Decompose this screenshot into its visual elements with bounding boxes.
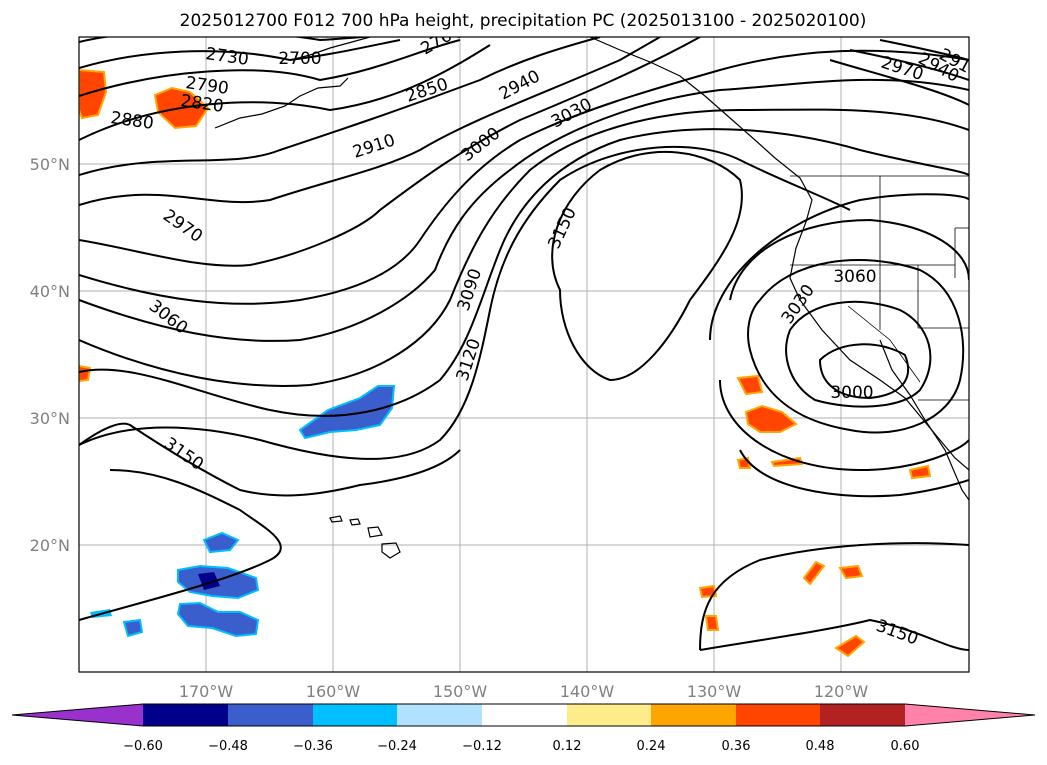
colorbar-segment — [228, 704, 313, 726]
contour-3090-ring-south — [719, 379, 969, 472]
contour-2910 — [79, 37, 601, 176]
precip-patch — [79, 68, 108, 120]
colorbar-tick-label: −0.48 — [208, 739, 248, 754]
contour-2970 — [79, 37, 701, 267]
precip-patch — [704, 615, 720, 631]
contour-3150-west — [79, 422, 461, 497]
lon-tick-label: 170°W — [179, 682, 234, 701]
contour-2940-ne — [849, 49, 969, 81]
colorbar: −0.60 −0.48 −0.36 −0.24 −0.12 0.12 0.24 … — [11, 703, 1036, 754]
figure-title: 2025012700 F012 700 hPa height, precipit… — [180, 11, 867, 31]
colorbar-segment — [482, 704, 567, 726]
colorbar-segment — [567, 704, 651, 726]
colorbar-tick-label: −0.36 — [293, 739, 333, 754]
height-contours — [79, 37, 969, 651]
precip-patch — [736, 374, 764, 396]
lat-tick-labels: 20°N 30°N 40°N 50°N — [30, 155, 70, 555]
contour-3030-low — [747, 259, 965, 434]
lon-tick-label: 150°W — [433, 682, 488, 701]
colorbar-tick-label: −0.24 — [377, 739, 417, 754]
precip-patch — [176, 601, 260, 638]
colorbar-segment — [397, 704, 482, 726]
coastlines — [214, 37, 969, 559]
contour-3150-high — [551, 150, 743, 382]
state-border — [847, 305, 921, 383]
colorbar-segment — [313, 704, 397, 726]
precip-patch — [298, 385, 396, 440]
colorbar-extend-min — [12, 704, 143, 726]
precip-patch — [79, 364, 92, 383]
lat-tick-label: 30°N — [30, 409, 70, 428]
lat-tick-label: 40°N — [30, 282, 70, 301]
colorbar-extend-max — [905, 704, 1035, 726]
contour-3060-ring — [729, 218, 969, 301]
colorbar-segment — [143, 704, 228, 726]
lon-tick-label: 120°W — [814, 682, 869, 701]
colorbar-tick-label: 0.12 — [553, 739, 582, 754]
colorbar-tick-label: 0.24 — [637, 739, 666, 754]
contour-3150-east-a — [699, 542, 969, 651]
lat-tick-label: 20°N — [30, 536, 70, 555]
colorbar-segment — [651, 704, 736, 726]
contour-3000 — [79, 49, 969, 305]
contour-3120-ring — [739, 449, 969, 498]
contour-2820 — [79, 39, 461, 97]
colorbar-outline — [11, 703, 1036, 727]
map-frame — [78, 36, 970, 673]
contour-2850 — [79, 44, 491, 141]
lon-tick-label: 130°W — [687, 682, 742, 701]
contour-2940 — [79, 37, 661, 206]
contour-label: 3000 — [830, 383, 873, 403]
gridlines — [79, 37, 969, 672]
contour-2910-ne — [879, 39, 969, 61]
contour-3090 — [79, 128, 969, 417]
baja-gulf-coast — [879, 339, 969, 501]
contour-2760 — [79, 39, 401, 69]
lon-tick-labels: 170°W 160°W 150°W 140°W 130°W 120°W — [179, 682, 869, 701]
precip-patch — [744, 404, 798, 433]
contour-3030 — [79, 78, 969, 342]
alaska-peninsula-coast — [214, 77, 349, 129]
contour-3090-ring — [709, 193, 969, 341]
contour-label: 3060 — [833, 267, 876, 287]
colorbar-segment — [736, 704, 820, 726]
contour-3000-low — [785, 300, 932, 408]
contour-3060 — [79, 108, 969, 387]
precip-patch — [122, 618, 144, 638]
precip-patch — [834, 634, 866, 658]
north-america-west-coast — [589, 37, 969, 471]
contour-3120 — [79, 145, 851, 460]
precip-patch — [202, 531, 240, 554]
contour-3150-south — [79, 469, 282, 621]
alaska-coast — [289, 37, 371, 61]
colorbar-tick-label: −0.12 — [462, 739, 502, 754]
precip-patch — [698, 584, 718, 599]
contour-3150-east-b — [699, 618, 969, 651]
precip-patch — [838, 564, 864, 580]
hawaii-islands — [329, 515, 401, 559]
lat-tick-label: 50°N — [30, 155, 70, 174]
contour-2970-ne — [829, 59, 969, 106]
colorbar-segment — [820, 704, 905, 726]
contour-2730 — [79, 37, 460, 43]
precip-patch — [908, 464, 932, 480]
lon-tick-label: 160°W — [306, 682, 361, 701]
colorbar-tick-label: 0.60 — [891, 739, 920, 754]
contour-2970-low — [818, 343, 910, 400]
colorbar-tick-label: −0.60 — [123, 739, 163, 754]
colorbar-tick-label: 0.36 — [722, 739, 751, 754]
contour-label: 2700 — [278, 49, 321, 69]
lon-tick-label: 140°W — [560, 682, 615, 701]
colorbar-tick-label: 0.48 — [806, 739, 835, 754]
precip-patch — [802, 560, 826, 586]
map-panel: 2730 2700 2760 2790 2820 2880 2850 2940 … — [78, 36, 970, 673]
